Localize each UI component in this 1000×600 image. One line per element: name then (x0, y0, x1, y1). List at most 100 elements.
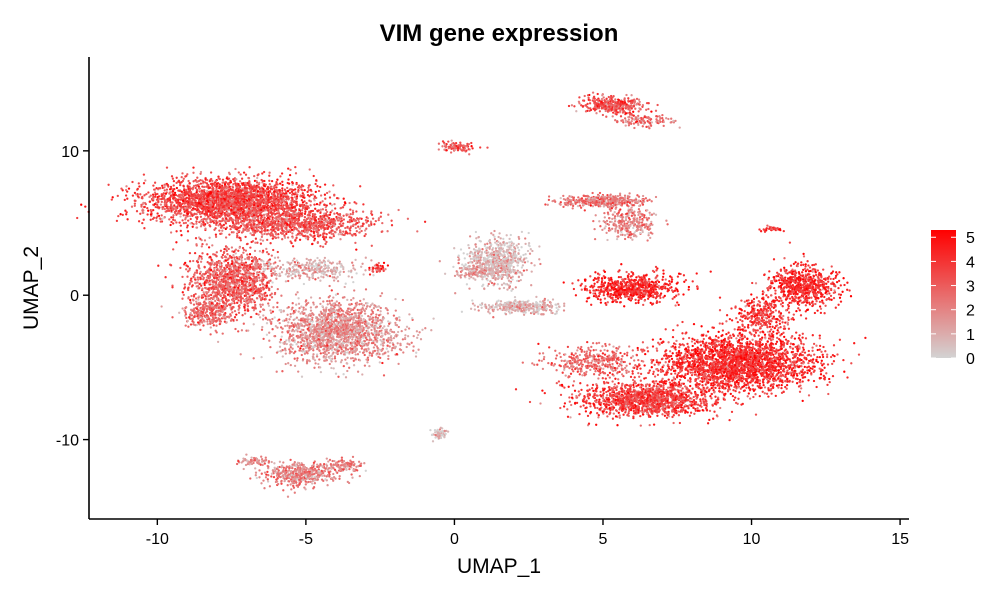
cell-point (208, 318, 211, 321)
cell-point (154, 193, 157, 196)
cell-point (225, 285, 228, 288)
cell-point (364, 233, 367, 236)
cell-point (328, 362, 331, 366)
cell-point (308, 228, 312, 232)
cell-point (271, 208, 274, 212)
cell-point (169, 231, 173, 234)
cell-point (281, 183, 284, 187)
cell-point (202, 301, 206, 304)
cell-point (258, 264, 261, 267)
cell-point (265, 286, 268, 289)
cell-point (190, 208, 193, 212)
cell-point (235, 278, 239, 281)
cell-point (324, 217, 327, 220)
cell-point (273, 210, 276, 213)
cell-point (140, 203, 143, 207)
cell-point (218, 205, 221, 208)
cell-point (211, 184, 214, 188)
cell-point (181, 297, 184, 300)
cell-point (308, 220, 311, 224)
cell-point (335, 227, 338, 230)
cell-point (159, 220, 162, 223)
cell-point (339, 230, 342, 234)
cell-point (204, 227, 207, 230)
cell-point (273, 222, 276, 225)
cell-point (256, 241, 259, 244)
cell-point (330, 203, 334, 207)
cell-point (267, 252, 270, 256)
cell-point (207, 246, 211, 249)
cell-point (267, 302, 270, 305)
cell-point (194, 237, 198, 240)
cell-point (304, 208, 307, 211)
cell-point (256, 176, 259, 180)
cell-point (160, 194, 163, 198)
cell-point (253, 201, 256, 204)
cell-point (350, 233, 353, 236)
cell-point (262, 170, 266, 174)
cell-point (307, 184, 311, 187)
cell-point (214, 299, 217, 303)
cell-point (258, 181, 261, 185)
cell-point (209, 263, 213, 266)
cell-point (256, 219, 260, 222)
cell-point (222, 289, 225, 293)
cell-point (198, 190, 201, 193)
cell-point (235, 222, 238, 225)
cell-point (224, 255, 227, 258)
cell-point (323, 203, 326, 207)
cell-point (269, 215, 272, 218)
cell-point (397, 208, 400, 212)
cell-point (231, 199, 235, 203)
cell-point (281, 180, 284, 183)
cell-point (196, 321, 200, 324)
cell-point (229, 281, 232, 285)
cell-point (244, 173, 248, 176)
cell-point (236, 295, 239, 298)
cell-point (178, 209, 182, 213)
cell-point (226, 293, 230, 296)
cell-point (182, 221, 186, 225)
cell-point (205, 189, 209, 193)
cell-point (309, 306, 313, 309)
cell-point (253, 249, 257, 253)
cell-point (185, 316, 188, 320)
cell-point (314, 207, 317, 210)
cell-point (258, 250, 262, 253)
cell-point (200, 316, 203, 319)
cell-point (223, 294, 226, 297)
cell-point (193, 307, 196, 310)
cell-point (319, 194, 323, 197)
cell-point (170, 209, 173, 212)
cell-point (262, 314, 265, 317)
cell-cluster-2 (157, 227, 300, 336)
cell-point (215, 204, 219, 207)
cell-point (242, 212, 246, 216)
cell-point (149, 194, 152, 197)
cell-point (377, 217, 381, 220)
cell-point (184, 261, 187, 265)
cell-point (186, 265, 190, 268)
cell-point (205, 314, 209, 317)
cell-point (233, 214, 236, 217)
cell-point (166, 207, 169, 210)
cell-point (286, 214, 290, 217)
cell-point (245, 268, 248, 271)
cell-point (281, 225, 284, 228)
cell-point (228, 233, 231, 236)
cell-point (221, 296, 224, 300)
cell-point (232, 263, 236, 266)
cell-point (294, 191, 297, 194)
cell-point (233, 286, 236, 289)
cell-point (314, 190, 317, 194)
cell-point (275, 227, 278, 230)
cell-point (232, 178, 235, 181)
cell-point (188, 316, 191, 319)
cell-point (253, 204, 256, 207)
cell-point (195, 191, 198, 194)
cell-point (209, 201, 213, 205)
cell-point (224, 317, 227, 320)
cell-point (279, 182, 282, 185)
cell-point (274, 231, 277, 235)
cell-point (181, 206, 184, 209)
